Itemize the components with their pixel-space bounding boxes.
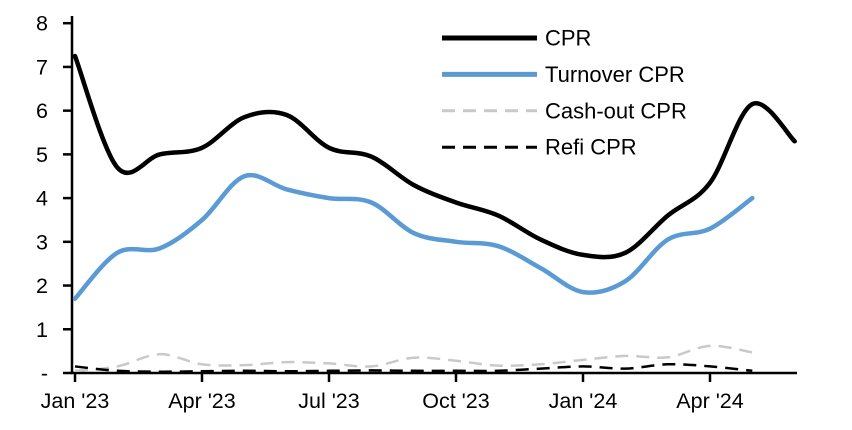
y-axis-tick-label: 5 [36,143,48,167]
legend-label-turnover-cpr: Turnover CPR [545,62,685,87]
y-axis-tick-label: 1 [36,318,48,342]
y-axis-tick-label: 4 [36,187,48,211]
y-axis-tick-label: - [41,362,48,386]
y-axis-tick-label: 7 [36,55,48,79]
x-axis-tick-label: Apr '23 [168,389,235,413]
y-axis-tick-label: 8 [36,12,48,36]
x-axis-tick-label: Apr '24 [676,389,743,413]
series-line-turnover-cpr [72,172,755,301]
x-axis-tick-label: Jan '24 [549,389,618,413]
y-axis-tick-label: 2 [36,274,48,298]
x-axis-tick-label: Jan '23 [41,389,110,413]
series-line-cpr [72,53,797,260]
x-axis-tick-label: Oct '23 [422,389,489,413]
legend-label-refi-cpr: Refi CPR [545,135,637,160]
series-line-cash-out-cpr [74,344,753,373]
series-line-refi-cpr [74,362,753,373]
x-axis-tick-label: Jul '23 [298,389,360,413]
legend-label-cash-out-cpr: Cash-out CPR [545,98,687,123]
y-axis-tick-label: 3 [36,230,48,254]
y-axis-tick-label: 6 [36,99,48,123]
legend-label-cpr: CPR [545,26,591,51]
